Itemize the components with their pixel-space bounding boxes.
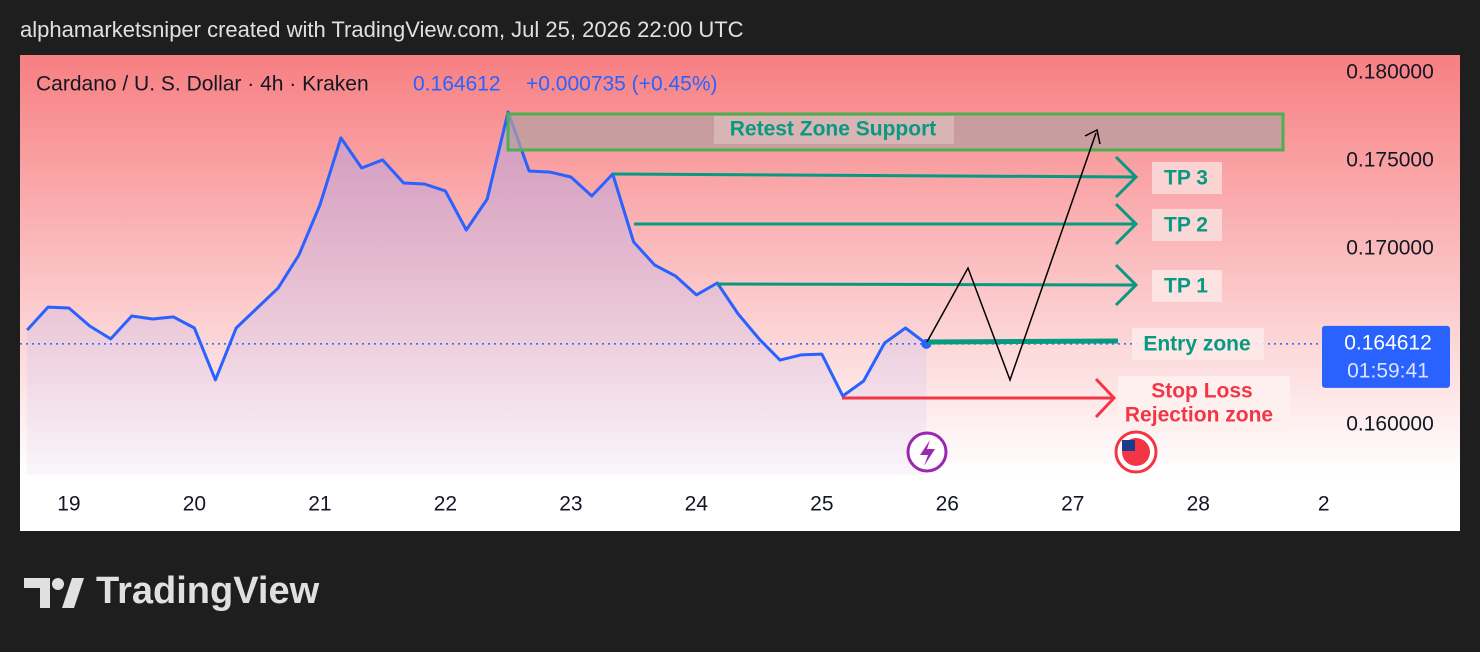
x-tick-label: 27 <box>1061 493 1084 516</box>
countdown: 01:59:41 <box>1347 359 1429 382</box>
x-tick-label: 24 <box>685 493 709 516</box>
y-tick-label: 0.175000 <box>1346 149 1434 172</box>
path-projection <box>926 128 1101 383</box>
flag-canton <box>1122 440 1135 451</box>
tp-arrows <box>612 155 1139 307</box>
annotation: Entry zone <box>1143 333 1250 356</box>
x-tick-label: 25 <box>810 493 833 516</box>
bolt <box>920 440 935 466</box>
last-price: 0.164612 <box>413 73 501 96</box>
annotation: TP 1 <box>1164 275 1208 298</box>
price-value: 0.164612 <box>1344 331 1432 354</box>
area <box>27 112 927 475</box>
legend: Cardano / U. S. Dollar · 4h · Kraken 0.1… <box>36 73 717 96</box>
x-tick-label: 23 <box>559 493 582 516</box>
price-label <box>1322 325 1450 388</box>
change: +0.000735 (+0.45%) <box>526 73 717 96</box>
annotation: Stop Loss <box>1151 380 1253 403</box>
x-tick-label: 19 <box>57 493 80 516</box>
annotation: TP 2 <box>1164 214 1208 237</box>
annotation: TP 3 <box>1164 167 1208 190</box>
x-tick-label: 20 <box>183 493 206 516</box>
y-tick-label: 0.160000 <box>1346 413 1434 436</box>
label-bg <box>1132 328 1264 360</box>
logo-text: TradingView <box>96 570 320 612</box>
label-bg <box>1152 162 1222 194</box>
label-bg <box>1152 209 1222 241</box>
price-line <box>26 110 928 398</box>
x-tick-label: 22 <box>434 493 457 516</box>
x-tick-label: 2 <box>1318 493 1330 516</box>
label-bg <box>1152 270 1222 302</box>
header-title: alphamarketsniper created with TradingVi… <box>20 17 744 42</box>
annotation: Rejection zone <box>1125 404 1273 427</box>
symbol: Cardano / U. S. Dollar · 4h · Kraken <box>36 73 369 96</box>
x-tick-label: 26 <box>936 493 959 516</box>
logo: TradingView <box>24 570 320 612</box>
label-bg <box>1118 376 1290 432</box>
entry-line <box>926 338 1119 345</box>
x-tick-label: 21 <box>308 493 331 516</box>
annotation: Retest Zone Support <box>730 118 937 141</box>
plot <box>20 110 1320 475</box>
x-tick-label: 28 <box>1187 493 1210 516</box>
y-tick-label: 0.180000 <box>1346 61 1434 84</box>
label-bg <box>714 116 954 144</box>
stop-arrow <box>842 377 1117 419</box>
y-tick-label: 0.170000 <box>1346 237 1434 260</box>
